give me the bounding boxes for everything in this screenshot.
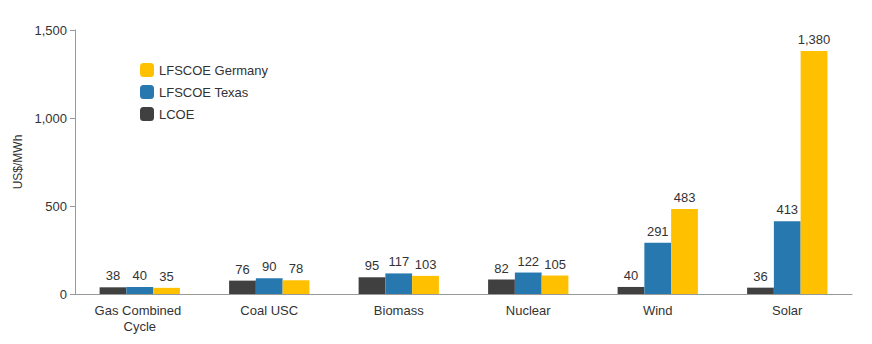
svg-text:90: 90 xyxy=(262,259,276,274)
svg-text:117: 117 xyxy=(388,254,409,269)
svg-text:0: 0 xyxy=(60,287,67,302)
svg-text:Coal USC: Coal USC xyxy=(240,303,298,318)
svg-text:122: 122 xyxy=(517,254,539,269)
svg-text:483: 483 xyxy=(674,190,696,205)
svg-text:413: 413 xyxy=(776,202,798,217)
svg-text:40: 40 xyxy=(133,268,147,283)
svg-text:LFSCOE Texas: LFSCOE Texas xyxy=(159,85,249,100)
svg-text:82: 82 xyxy=(494,261,508,276)
svg-text:40: 40 xyxy=(624,268,638,283)
svg-text:500: 500 xyxy=(45,199,67,214)
svg-text:Solar: Solar xyxy=(772,303,803,318)
svg-text:78: 78 xyxy=(289,261,303,276)
svg-text:LFSCOE Germany: LFSCOE Germany xyxy=(159,63,269,78)
svg-text:1,500: 1,500 xyxy=(34,23,67,38)
svg-text:76: 76 xyxy=(235,262,249,277)
svg-text:Nuclear: Nuclear xyxy=(506,303,551,318)
svg-text:1,000: 1,000 xyxy=(34,111,67,126)
svg-text:1,380: 1,380 xyxy=(798,32,831,47)
svg-text:LCOE: LCOE xyxy=(159,107,195,122)
svg-text:35: 35 xyxy=(159,269,173,284)
svg-text:105: 105 xyxy=(544,257,566,272)
svg-text:103: 103 xyxy=(415,257,437,272)
svg-text:US$/MWh: US$/MWh xyxy=(11,135,25,190)
svg-text:Biomass: Biomass xyxy=(374,303,424,318)
svg-text:Gas Combined: Gas Combined xyxy=(95,303,185,318)
svg-text:95: 95 xyxy=(365,258,379,273)
svg-text:38: 38 xyxy=(106,268,120,283)
svg-text:Wind: Wind xyxy=(643,303,673,318)
svg-text:36: 36 xyxy=(753,269,767,284)
svg-text:291: 291 xyxy=(647,224,669,239)
svg-text:Cycle: Cycle xyxy=(123,319,156,334)
